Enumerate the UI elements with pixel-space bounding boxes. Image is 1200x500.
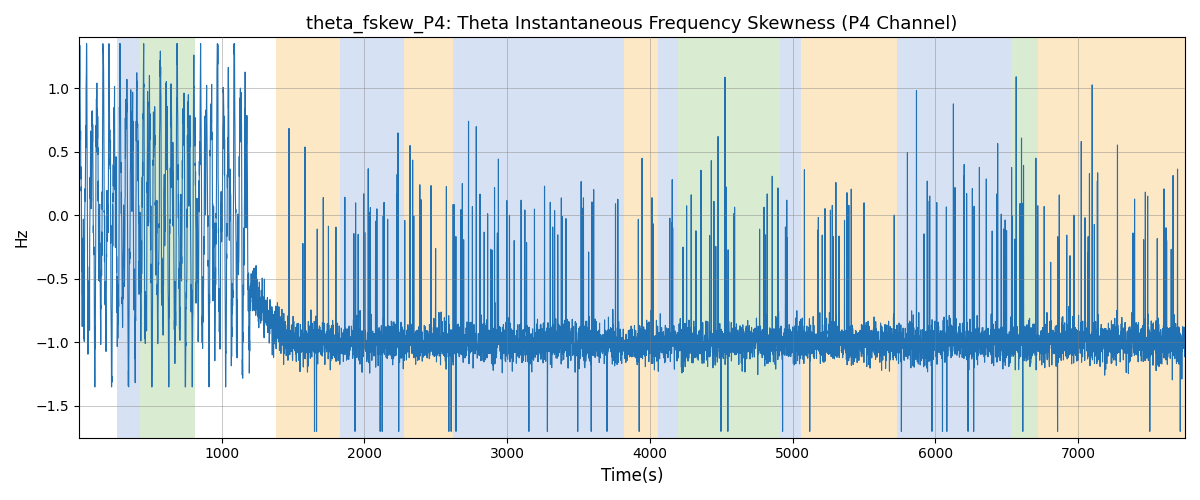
Bar [118, 38, 140, 438]
Bar [452, 38, 624, 438]
X-axis label: Time(s): Time(s) [601, 467, 664, 485]
Y-axis label: Hz: Hz [14, 228, 30, 248]
Title: theta_fskew_P4: Theta Instantaneous Frequency Skewness (P4 Channel): theta_fskew_P4: Theta Instantaneous Freq… [306, 15, 958, 34]
Bar [896, 38, 1010, 438]
Bar [659, 38, 678, 438]
Bar [276, 38, 340, 438]
Bar [1010, 38, 1038, 438]
Bar [624, 38, 659, 438]
Bar [404, 38, 452, 438]
Bar [340, 38, 404, 438]
Bar [780, 38, 802, 438]
Bar [802, 38, 896, 438]
Bar [140, 38, 194, 438]
Bar [678, 38, 780, 438]
Bar [1038, 38, 1186, 438]
